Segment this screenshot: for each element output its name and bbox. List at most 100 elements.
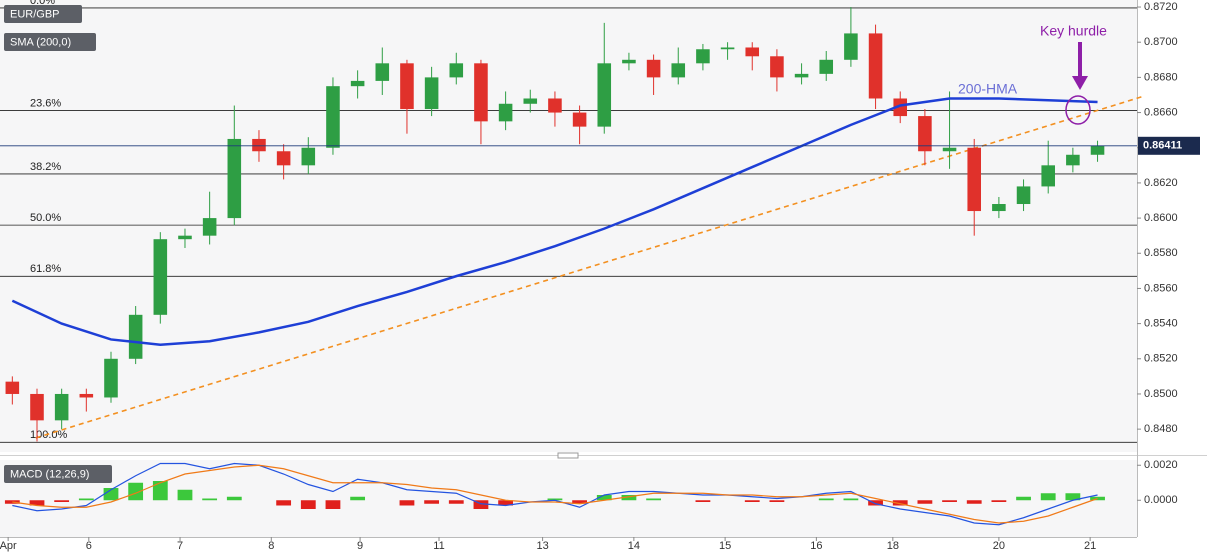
- x-tick-label: 18: [887, 540, 899, 552]
- macd-histogram-bar: [868, 500, 883, 506]
- fib-label: 61.8%: [30, 263, 61, 275]
- macd-histogram-bar: [818, 498, 834, 501]
- candle-body: [128, 314, 143, 359]
- macd-histogram-bar: [78, 498, 94, 501]
- macd-histogram-bar: [843, 498, 859, 501]
- fib-label: 38.2%: [30, 161, 61, 173]
- symbol-badge[interactable]: [4, 5, 82, 23]
- macd-histogram-bar: [473, 500, 489, 509]
- y-tick-label: 0.8540: [1144, 318, 1178, 330]
- x-tick-label: 13: [536, 540, 548, 552]
- macd-histogram-bar: [695, 500, 711, 502]
- x-tick-label: 14: [628, 540, 640, 552]
- macd-histogram-bar: [1016, 496, 1031, 501]
- macd-histogram-bar: [942, 500, 957, 502]
- candle-body: [400, 63, 414, 110]
- candle-body: [967, 147, 982, 212]
- candle-body: [720, 47, 735, 50]
- candle-body: [424, 77, 439, 110]
- candle-body: [30, 393, 44, 421]
- y-tick-label: 0.0020: [1144, 459, 1178, 471]
- y-tick-label: 0.8720: [1144, 1, 1178, 13]
- candle-body: [178, 235, 192, 240]
- candle-body: [79, 393, 94, 398]
- x-tick-label: Apr: [0, 540, 17, 552]
- plot-layer: 0.0% 23.6% 38.2% 50.0% 61.8% 100.0%: [0, 0, 1143, 526]
- candle-body: [893, 98, 908, 117]
- y-tick-label: 0.8660: [1144, 106, 1178, 118]
- fib-label: 23.6%: [30, 97, 61, 109]
- fib-label: 0.0%: [30, 0, 55, 7]
- macd-histogram-bar: [744, 500, 760, 502]
- macd-histogram-bar: [1065, 493, 1081, 501]
- macd-histogram-bar: [892, 500, 908, 506]
- macd-label: MACD (12,26,9): [10, 468, 89, 480]
- y-tick-label: 0.0000: [1144, 494, 1178, 506]
- macd-histogram-bar: [547, 498, 563, 501]
- candle-body: [770, 56, 784, 78]
- trendline: [35, 95, 1143, 439]
- y-tick-label: 0.8520: [1144, 353, 1178, 365]
- x-tick-label: 7: [177, 540, 183, 552]
- candle-body: [153, 239, 168, 315]
- candle-body: [1016, 186, 1031, 205]
- x-tick-label: 6: [86, 540, 92, 552]
- y-tick-label: 0.8680: [1144, 71, 1178, 83]
- macd-histogram-bar: [177, 489, 193, 501]
- fib-label: 100.0%: [30, 429, 68, 441]
- hma-annotation: 200-HMA: [958, 81, 1018, 97]
- candle-body: [844, 33, 858, 60]
- candle-body: [1090, 145, 1105, 155]
- candle-body: [301, 147, 316, 166]
- candle-body: [622, 59, 636, 64]
- x-tick-label: 20: [993, 540, 1005, 552]
- candle-body: [794, 73, 809, 78]
- candle-body: [671, 63, 686, 78]
- candle-body: [868, 33, 883, 99]
- macd-histogram-bar: [128, 482, 144, 501]
- macd-histogram-bar: [966, 500, 982, 504]
- sma-badge[interactable]: [4, 33, 96, 51]
- x-tick-label: 16: [810, 540, 822, 552]
- candle-body: [942, 147, 957, 152]
- candle-body: [54, 393, 69, 421]
- macd-histogram-bar: [917, 500, 933, 504]
- key-hurdle-annotation: Key hurdle: [1040, 23, 1107, 39]
- candle-body: [918, 116, 932, 152]
- candle-body: [252, 138, 266, 152]
- symbol-label: EUR/GBP: [10, 8, 60, 20]
- sma-label: SMA (200,0): [10, 36, 71, 48]
- candle-body: [276, 151, 291, 166]
- x-tick-label: 21: [1084, 540, 1096, 552]
- macd-histogram-bar: [276, 500, 292, 506]
- pane-grip[interactable]: [557, 452, 579, 459]
- candle-body: [646, 59, 661, 78]
- candle-body: [745, 47, 760, 57]
- candle-body: [992, 204, 1006, 212]
- macd-pane: [0, 460, 1137, 537]
- candle-body: [1066, 154, 1080, 166]
- fib-label: 50.0%: [30, 212, 61, 224]
- x-tick-label: 8: [268, 540, 274, 552]
- last-price-box: [1138, 136, 1200, 155]
- macd-histogram-bar: [300, 500, 316, 509]
- candle-body: [474, 63, 488, 122]
- candle-body: [350, 80, 365, 87]
- candle-body: [227, 138, 242, 219]
- macd-histogram-bar: [152, 481, 168, 501]
- macd-histogram-bar: [498, 500, 514, 506]
- candle-body: [572, 112, 587, 127]
- y-tick-label: 0.8620: [1144, 177, 1178, 189]
- macd-histogram-bar: [1040, 493, 1056, 501]
- macd-histogram-bar: [202, 498, 218, 501]
- y-tick-label: 0.8560: [1144, 282, 1178, 294]
- candle-body: [375, 63, 390, 81]
- x-tick-label: 15: [719, 540, 731, 552]
- hurdle-circle: [1065, 95, 1091, 125]
- macd-histogram-bar: [424, 500, 440, 504]
- macd-histogram-bar: [572, 500, 587, 504]
- macd-line: [12, 462, 1098, 526]
- last-price-label: 0.86411: [1143, 140, 1182, 152]
- macd-badge[interactable]: [4, 465, 112, 483]
